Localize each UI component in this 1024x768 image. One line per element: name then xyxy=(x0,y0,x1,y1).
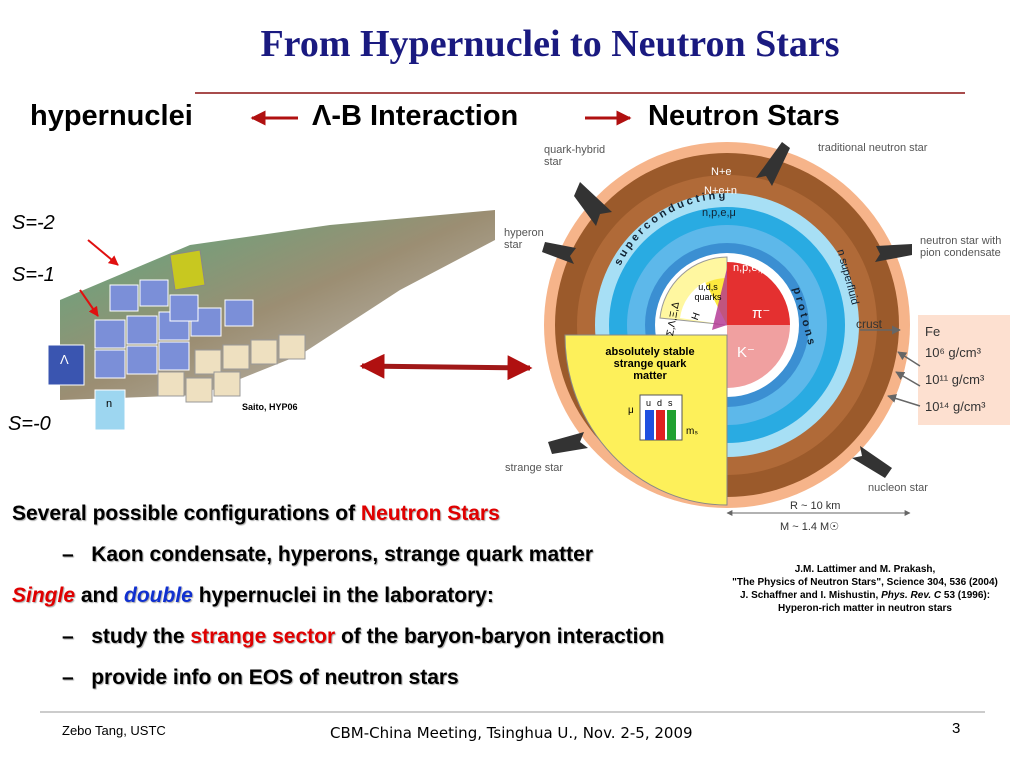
page-number: 3 xyxy=(952,720,961,737)
bullet-marker: – xyxy=(62,666,74,689)
reference-text: J.M. Lattimer and M. Prakash, xyxy=(794,564,936,575)
layer-label: n,p,e,μ xyxy=(733,262,767,274)
layer-label: N+e xyxy=(711,166,732,178)
bullet-marker: – xyxy=(62,625,74,648)
cell-label: n xyxy=(106,398,113,410)
star-type: strange star xyxy=(505,462,564,474)
strangeness-label: S=-0 xyxy=(8,413,51,435)
crust-composition: Fe xyxy=(925,324,941,339)
reference-text: Hyperon-rich matter in neutron stars xyxy=(778,603,952,614)
bullet-text: Single xyxy=(12,584,76,607)
double-arrow xyxy=(359,353,533,381)
hypernuclear-chart xyxy=(47,210,495,431)
pointer-arrow xyxy=(79,289,99,317)
bullet-text: strange sector xyxy=(190,625,336,648)
core-label: π⁻ xyxy=(752,305,771,322)
strange-matter-label: absolutely stable strange quark matter xyxy=(600,346,700,382)
quark-label: u xyxy=(646,398,652,408)
mass-label: M ~ 1.4 M☉ xyxy=(780,521,840,533)
bullet: Several possible configurations of Neutr… xyxy=(12,502,500,526)
footer-event: CBM-China Meeting, Tsinghua U., Nov. 2-5… xyxy=(330,724,693,742)
bullet-text: study the xyxy=(91,625,191,648)
layer-label: n,p,e,μ xyxy=(702,207,736,219)
bullet-text: provide info on EOS of neutron stars xyxy=(91,666,459,689)
reference: J.M. Lattimer and M. Prakash, xyxy=(700,563,1024,576)
sub-bullet: – study the strange sector of the baryon… xyxy=(62,625,664,649)
lepton-label: μ xyxy=(628,405,634,416)
bullet-text: Kaon condensate, hyperons, strange quark… xyxy=(91,543,593,566)
strangeness-label: S=-2 xyxy=(12,212,55,234)
cell-label: Λ xyxy=(60,352,69,367)
reference-text: J. Schaffner and I. Mishustin, xyxy=(739,590,882,601)
strangeness-label: S=-1 xyxy=(12,264,55,286)
star-type: quark-hybrid star xyxy=(544,144,606,168)
sub-bullet: – provide info on EOS of neutron stars xyxy=(62,666,459,690)
reference: J. Schaffner and I. Mishustin, Phys. Rev… xyxy=(700,589,1024,602)
density-label: 10¹⁴ g/cm³ xyxy=(925,399,986,414)
quark-label: s xyxy=(668,398,673,408)
footer-author: Zebo Tang, USTC xyxy=(62,723,166,738)
reference: "The Physics of Neutron Stars", Science … xyxy=(700,576,1024,589)
pointer-arrow xyxy=(87,239,119,266)
subtitle-right: Neutron Stars xyxy=(648,100,840,132)
bullet-text: hypernuclei in the laboratory: xyxy=(192,584,494,607)
star-type: nucleon star xyxy=(868,482,928,494)
reference-text: 53 (1996): xyxy=(941,590,991,601)
density-label: 10⁶ g/cm³ xyxy=(925,345,981,360)
star-type: hyperon star xyxy=(504,227,544,251)
bullet-text: of the baryon-baryon interaction xyxy=(335,625,665,648)
text-line: absolutely stable xyxy=(605,346,695,358)
reference-text: "The Physics of Neutron Stars", Science … xyxy=(732,577,998,588)
bullet-text: double xyxy=(124,584,193,607)
reference: Hyperon-rich matter in neutron stars xyxy=(700,602,1024,615)
text-line: strange quark xyxy=(613,358,687,370)
subtitle-center: Λ-B Interaction xyxy=(312,100,519,132)
bullet: Single and double hypernuclei in the lab… xyxy=(12,584,494,608)
bullet-marker: – xyxy=(62,543,74,566)
reference-text: Phys. Rev. C xyxy=(881,590,942,601)
core-label: u,d,s quarks xyxy=(694,282,722,302)
subtitle-left: hypernuclei xyxy=(30,100,193,132)
crust-label: crust xyxy=(856,317,883,331)
density-label: 10¹¹ g/cm³ xyxy=(925,372,985,387)
neutron-star-diagram: superconducting xyxy=(540,135,1012,545)
slide-title: From Hypernuclei to Neutron Stars xyxy=(260,23,840,65)
core-label: K⁻ xyxy=(737,344,755,361)
star-type: traditional neutron star xyxy=(818,142,928,154)
bullet-text: Neutron Stars xyxy=(360,502,500,525)
sub-bullet: – Kaon condensate, hyperons, strange qua… xyxy=(62,543,593,567)
image-credit: Saito, HYP06 xyxy=(242,402,298,412)
radius-label: R ~ 10 km xyxy=(790,500,841,512)
star-type: neutron star with pion condensate xyxy=(920,235,1002,259)
text-line: matter xyxy=(633,370,667,382)
quark-label: d xyxy=(657,398,663,408)
bullet-text: and xyxy=(75,584,125,607)
layer-label: N+e+n xyxy=(704,185,738,197)
mass-label: mₛ xyxy=(686,426,699,437)
bullet-text: Several possible configurations of xyxy=(12,502,361,525)
